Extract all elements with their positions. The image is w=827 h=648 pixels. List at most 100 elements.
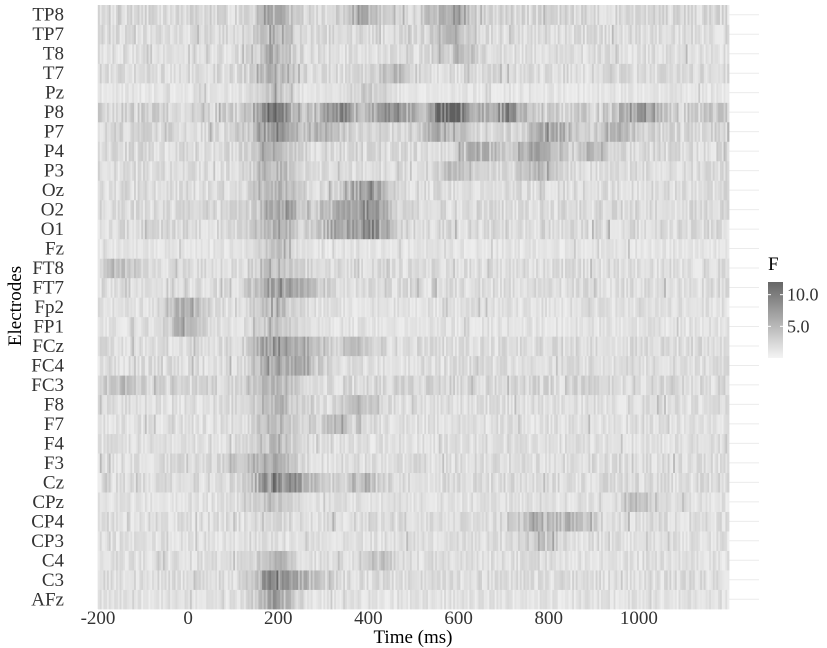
heatmap-cell xyxy=(725,453,728,474)
heatmap-cell xyxy=(718,336,721,357)
heatmap-cell xyxy=(180,511,184,532)
heatmap-cell xyxy=(601,375,604,396)
heatmap-cell xyxy=(458,550,461,571)
heatmap-cell xyxy=(198,492,202,512)
heatmap-cell xyxy=(485,550,488,571)
heatmap-cell xyxy=(198,589,202,610)
heatmap-cell xyxy=(276,336,279,357)
heatmap-cell xyxy=(186,589,189,610)
heatmap-cell xyxy=(157,394,160,415)
heatmap-cell xyxy=(712,453,715,474)
heatmap-cell xyxy=(528,336,532,357)
heatmap-cell xyxy=(685,550,688,571)
heatmap-cell xyxy=(135,570,139,590)
heatmap-cell xyxy=(384,589,387,610)
heatmap-cell xyxy=(411,394,414,415)
heatmap-cell xyxy=(498,472,501,493)
heatmap-cell xyxy=(608,394,611,415)
heatmap-cell xyxy=(103,511,106,532)
heatmap-cell xyxy=(559,336,562,357)
heatmap-cell xyxy=(575,433,578,454)
heatmap-cell xyxy=(247,570,250,590)
heatmap-cell xyxy=(164,550,167,571)
heatmap-cell xyxy=(433,336,436,357)
heatmap-cell xyxy=(123,375,126,396)
heatmap-cell xyxy=(164,492,167,512)
heatmap-cell xyxy=(305,589,308,610)
heatmap-cell xyxy=(445,550,449,571)
heatmap-cell xyxy=(487,492,490,512)
heatmap-cell xyxy=(312,531,315,551)
heatmap-cell xyxy=(483,589,487,610)
heatmap-cell xyxy=(249,570,252,590)
heatmap-cell xyxy=(134,570,137,590)
heatmap-cell xyxy=(453,375,456,396)
heatmap-cell xyxy=(281,394,285,415)
heatmap-cell xyxy=(525,550,528,571)
heatmap-cell xyxy=(99,336,102,357)
heatmap-cell xyxy=(220,355,223,376)
heatmap-cell xyxy=(692,531,696,551)
heatmap-cell xyxy=(705,550,708,571)
heatmap-cell xyxy=(606,433,609,454)
heatmap-cell xyxy=(399,375,402,396)
heatmap-cell xyxy=(166,492,169,512)
heatmap-cell xyxy=(386,550,389,571)
heatmap-cell xyxy=(180,492,184,512)
heatmap-cell xyxy=(107,355,110,376)
heatmap-cell xyxy=(164,472,167,493)
heatmap-cell xyxy=(287,433,290,454)
heatmap-cell xyxy=(611,433,615,454)
heatmap-cell xyxy=(619,414,622,435)
heatmap-cell xyxy=(379,511,382,532)
heatmap-cell xyxy=(400,472,404,493)
heatmap-cell xyxy=(249,414,252,435)
heatmap-cell xyxy=(418,336,422,357)
heatmap-cell xyxy=(114,492,117,512)
heatmap-cell xyxy=(584,375,587,396)
heatmap-cell xyxy=(372,492,375,512)
heatmap-cell xyxy=(620,531,624,551)
heatmap-cell xyxy=(386,472,389,493)
heatmap-cell xyxy=(433,375,436,396)
heatmap-cell xyxy=(144,550,148,571)
heatmap-cell xyxy=(577,336,580,357)
heatmap-cell xyxy=(119,453,122,474)
heatmap-cell xyxy=(141,336,144,357)
heatmap-cell xyxy=(478,550,481,571)
heatmap-cell xyxy=(370,570,373,590)
heatmap-cell xyxy=(593,589,596,610)
heatmap-cell xyxy=(236,375,240,396)
heatmap-cell xyxy=(655,511,658,532)
heatmap-cell xyxy=(716,531,719,551)
heatmap-cell xyxy=(685,570,688,590)
heatmap-cell xyxy=(719,570,723,590)
heatmap-cell xyxy=(271,550,274,571)
heatmap-cell xyxy=(712,472,715,493)
heatmap-cell xyxy=(330,355,333,376)
heatmap-cell xyxy=(285,414,288,435)
heatmap-cell xyxy=(622,453,625,474)
heatmap-cell xyxy=(114,531,117,551)
heatmap-cell xyxy=(584,570,587,590)
heatmap-cell xyxy=(400,433,404,454)
heatmap-cell xyxy=(125,570,128,590)
heatmap-cell xyxy=(375,375,378,396)
heatmap-cell xyxy=(337,472,340,493)
heatmap-cell xyxy=(687,570,690,590)
heatmap-cell xyxy=(669,531,672,551)
heatmap-cell xyxy=(231,336,234,357)
heatmap-cell xyxy=(510,414,514,435)
heatmap-cell xyxy=(622,394,625,415)
heatmap-cell xyxy=(361,394,364,415)
heatmap-cell xyxy=(355,433,359,454)
heatmap-cell xyxy=(179,570,182,590)
heatmap-cell xyxy=(460,414,463,435)
heatmap-cell xyxy=(527,531,530,551)
heatmap-cell xyxy=(705,589,708,610)
heatmap-cell xyxy=(635,492,638,512)
heatmap-cell xyxy=(195,589,198,610)
heatmap-cell xyxy=(521,570,524,590)
heatmap-cell xyxy=(514,472,517,493)
heatmap-cell xyxy=(328,531,331,551)
